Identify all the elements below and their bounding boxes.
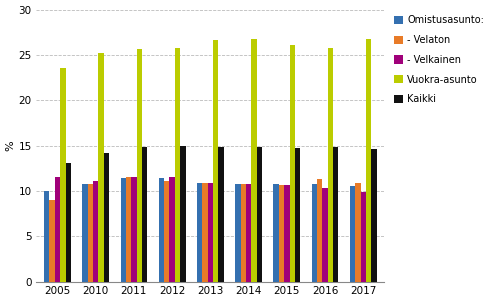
Bar [208,183,213,281]
Bar [164,181,169,281]
Bar [333,147,338,281]
Bar [121,178,126,281]
Bar [323,188,328,281]
Bar [279,185,284,281]
Bar [142,147,147,281]
Bar [361,192,366,281]
Bar [93,181,98,281]
Bar [202,183,208,281]
Bar [312,184,317,281]
Bar [180,146,186,281]
Bar [295,148,300,281]
Bar [328,48,333,281]
Bar [284,185,290,281]
Bar [235,184,241,281]
Bar [98,53,104,281]
Bar [246,184,251,281]
Bar [251,39,257,281]
Bar [197,183,202,281]
Bar [65,163,71,281]
Bar [317,179,323,281]
Bar [131,177,136,281]
Bar [350,186,355,281]
Bar [169,177,175,281]
Bar [218,147,224,281]
Bar [257,147,262,281]
Bar [50,200,55,281]
Bar [366,40,371,281]
Bar [44,191,50,281]
Bar [82,184,88,281]
Bar [241,184,246,281]
Bar [136,49,142,281]
Legend: Omistusasunto:, - Velaton, - Velkainen, Vuokra-asunto, Kaikki: Omistusasunto:, - Velaton, - Velkainen, … [393,14,485,105]
Bar [55,177,60,281]
Bar [159,178,164,281]
Bar [60,68,65,281]
Bar [175,48,180,281]
Y-axis label: %: % [5,140,16,151]
Bar [88,184,93,281]
Bar [273,184,279,281]
Bar [126,177,131,281]
Bar [213,40,218,281]
Bar [104,153,109,281]
Bar [371,149,377,281]
Bar [290,45,295,281]
Bar [355,183,361,281]
